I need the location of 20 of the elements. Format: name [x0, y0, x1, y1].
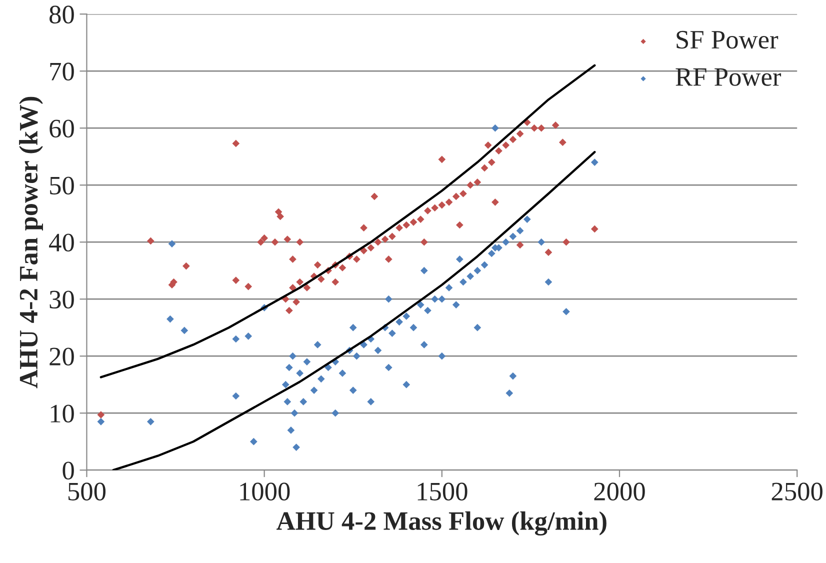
x-tick-label: 1000: [240, 482, 290, 500]
line-series: [100, 64, 596, 378]
y-tick-label: 50: [50, 176, 74, 194]
y-tick-label: 60: [50, 120, 74, 138]
x-axis-title: AHU 4-2 Mass Flow (kg/min): [276, 511, 606, 536]
x-tick-label: 2500: [772, 482, 822, 500]
x-tick-label: 2000: [594, 482, 645, 500]
y-tick-label: 80: [50, 6, 74, 24]
y-tick-label: 30: [50, 290, 74, 309]
x-tick-label: 500: [68, 482, 106, 500]
y-tick-label: 10: [50, 404, 74, 423]
legend-label: RF Power: [676, 68, 782, 86]
y-tick-label: 0: [62, 462, 74, 480]
y-tick-label: 40: [49, 234, 74, 252]
y-tick-label: 20: [50, 348, 74, 366]
y-axis-title: AHU 4-2 Fan power (kW): [19, 96, 43, 388]
legend-label: SF Power: [676, 30, 778, 49]
x-tick-label: 1500: [418, 482, 468, 500]
y-tick-label: 70: [50, 62, 74, 80]
line-series: [112, 150, 596, 470]
